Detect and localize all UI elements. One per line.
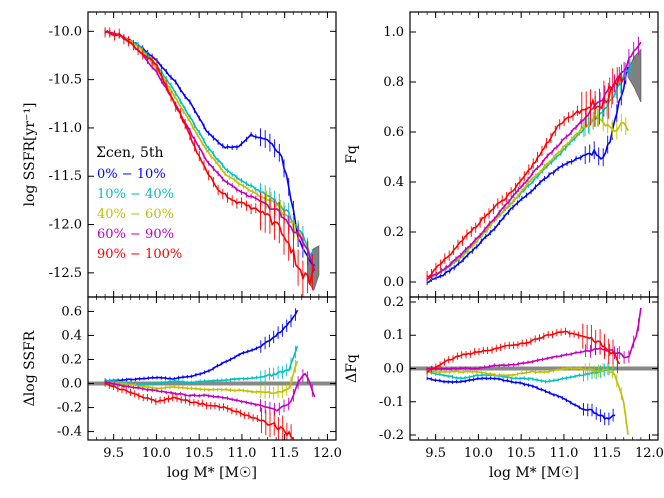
y-tick-label: -10.5 xyxy=(49,73,82,88)
plot-area xyxy=(104,27,320,297)
y-axis-label: Fq xyxy=(344,145,360,164)
x-tick-label: 12.0 xyxy=(313,446,342,461)
y-tick-label: 0.6 xyxy=(61,304,82,319)
series-line-5 xyxy=(426,64,625,282)
x-tick-label: 9.5 xyxy=(103,446,124,461)
y-tick-label: 0.2 xyxy=(383,225,404,240)
plot-area xyxy=(426,36,642,286)
x-tick-label: 10.0 xyxy=(142,446,171,461)
series-error-bars xyxy=(426,376,614,426)
y-tick-label: 0.0 xyxy=(61,377,82,392)
y-axis-label: Δlog SSFR xyxy=(22,330,38,406)
legend-entry-2: 10% − 40% xyxy=(97,187,174,202)
y-tick-label: 0.4 xyxy=(383,175,404,190)
series-line-2 xyxy=(426,362,616,384)
x-axis-label: log M* [M☉] xyxy=(167,465,257,481)
series-line-5 xyxy=(104,27,316,297)
x-axis-label: log M* [M☉] xyxy=(489,465,579,481)
y-axis-label: log SSFR[yr⁻¹] xyxy=(22,102,38,206)
x-tick-label: 10.0 xyxy=(464,446,493,461)
x-tick-label: 12.0 xyxy=(635,446,664,461)
y-tick-label: 0.0 xyxy=(383,275,404,290)
panel-dfq: 9.5 10.0 10.5 11.0 11.5 12.0 -0.2 -0.1 0.0 0.1 0.2… xyxy=(344,295,664,481)
y-tick-label: -11.5 xyxy=(49,169,82,184)
y-tick-label: -10.0 xyxy=(49,24,82,39)
series-line-1 xyxy=(426,66,629,286)
legend-entry-3: 40% − 60% xyxy=(97,207,174,222)
x-tick-label: 11.5 xyxy=(592,446,621,461)
series-error-bars xyxy=(426,323,618,376)
y-tick-label: 0.6 xyxy=(383,125,404,140)
axes-frame xyxy=(87,296,337,441)
x-tick-label: 9.5 xyxy=(425,446,446,461)
y-tick-label: -0.4 xyxy=(57,425,82,440)
y-tick-label: 0.0 xyxy=(383,362,404,377)
x-tick-label: 11.0 xyxy=(549,446,578,461)
x-tick-label: 11.5 xyxy=(270,446,299,461)
y-tick-label: 1.0 xyxy=(383,25,404,40)
panel-ssfr: -10.0 -10.5 -11.0 -11.5 -12.0 -12.5 log SSFR[y… xyxy=(22,11,337,298)
legend-title: Σcen, 5th xyxy=(96,145,164,161)
x-tick-label: 10.5 xyxy=(185,446,214,461)
y-tick-label: 0.2 xyxy=(61,352,82,367)
y-tick-label: -12.5 xyxy=(49,266,82,281)
x-tick-label: 10.5 xyxy=(507,446,536,461)
legend-entry-5: 90% − 100% xyxy=(97,247,182,262)
series-line-1 xyxy=(426,376,616,426)
plot-area xyxy=(410,307,658,436)
series-error-bars xyxy=(104,379,292,440)
x-tick-label: 11.0 xyxy=(227,446,256,461)
series-error-bars xyxy=(104,27,313,297)
legend-entry-1: 0% − 10% xyxy=(97,167,166,182)
series-error-bars xyxy=(426,66,627,286)
y-tick-label: -0.2 xyxy=(379,428,404,443)
panel-fq: 0.0 0.2 0.4 0.6 0.8 1.0 Fq xyxy=(344,11,659,298)
y-tick-label: -12.0 xyxy=(49,218,82,233)
series-error-bars xyxy=(426,64,623,282)
y-tick-label: -0.2 xyxy=(57,401,82,416)
y-tick-label: -0.1 xyxy=(379,395,404,410)
y-tick-label: 0.1 xyxy=(383,328,404,343)
y-axis-label: ΔFq xyxy=(344,354,360,383)
y-tick-label: 0.4 xyxy=(61,328,82,343)
plot-area xyxy=(88,308,336,440)
panel-dssfr: 9.5 10.0 10.5 11.0 11.5 12.0 -0.4 -0.2 0.0 0.2 0.4… xyxy=(22,296,342,481)
y-tick-label: -11.0 xyxy=(49,121,82,136)
series-line-5 xyxy=(426,323,621,376)
y-tick-label: 0.8 xyxy=(383,75,404,90)
legend-entry-4: 60% − 90% xyxy=(97,227,174,242)
y-tick-label: 0.2 xyxy=(383,295,404,310)
series-line-5 xyxy=(104,379,294,440)
